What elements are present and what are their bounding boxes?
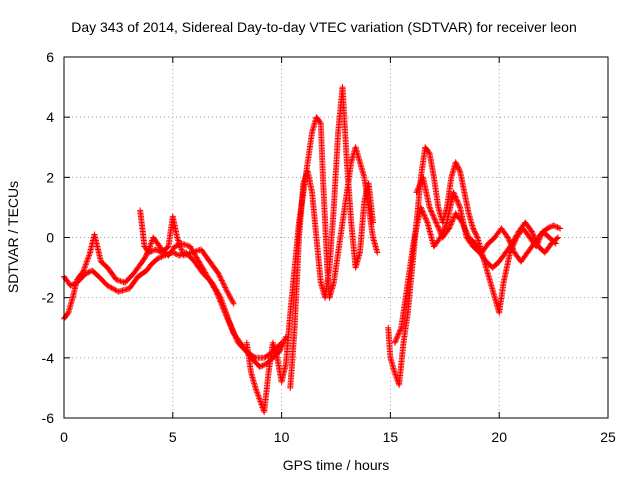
series-satellite-track-3 (137, 207, 237, 307)
x-tick-label: 25 (600, 429, 616, 445)
y-tick-label: 0 (46, 230, 54, 246)
series-satellite-track-8 (413, 174, 564, 265)
y-axis-ticks: -6 -4 -2 0 2 4 6 (42, 49, 608, 426)
x-axis-label: GPS time / hours (283, 457, 390, 473)
data-point-markers (413, 174, 564, 265)
y-tick-label: -6 (42, 410, 55, 426)
x-axis-ticks: 0 5 10 15 20 25 (60, 57, 616, 445)
data-marks (61, 84, 564, 415)
y-tick-label: -4 (42, 350, 55, 366)
x-tick-label: 0 (60, 429, 68, 445)
y-tick-label: 4 (46, 109, 54, 125)
data-point-markers (137, 207, 237, 307)
y-axis-label: SDTVAR / TECUs (5, 181, 21, 293)
y-tick-label: 2 (46, 169, 54, 185)
y-tick-label: 6 (46, 49, 54, 65)
y-tick-label: -2 (42, 290, 55, 306)
x-tick-label: 15 (383, 429, 399, 445)
chart-title: Day 343 of 2014, Sidereal Day-to-day VTE… (71, 19, 577, 35)
x-tick-label: 20 (491, 429, 507, 445)
data-point-markers (287, 84, 376, 391)
x-tick-label: 5 (169, 429, 177, 445)
series-satellite-track-5 (287, 84, 376, 391)
x-tick-label: 10 (274, 429, 290, 445)
